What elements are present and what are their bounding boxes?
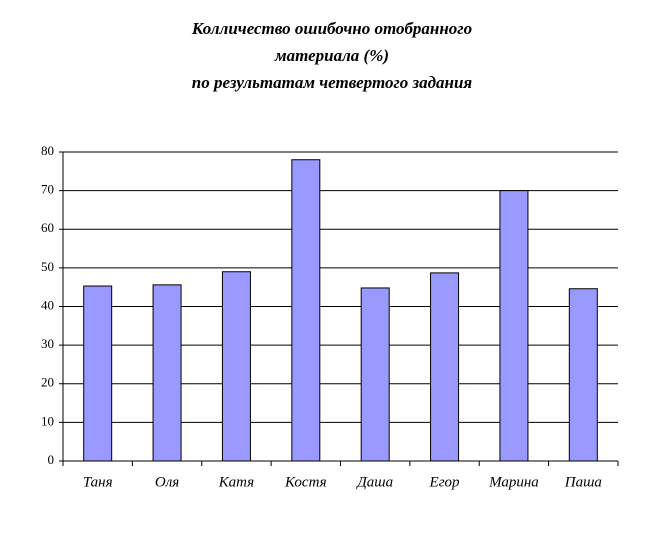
x-tick-label: Таня — [83, 474, 113, 490]
y-tick-label: 80 — [41, 143, 54, 158]
y-tick-label: 40 — [41, 297, 54, 312]
chart-title: Колличество ошибочно отобранного — [191, 19, 472, 38]
x-tick-label: Марина — [488, 474, 539, 490]
bar — [430, 272, 460, 462]
y-tick-label: 10 — [41, 413, 54, 428]
y-tick-label: 70 — [41, 182, 54, 197]
y-tick-label: 50 — [41, 259, 54, 274]
bar — [360, 287, 390, 462]
y-tick-label: 20 — [41, 375, 54, 390]
y-tick-label: 0 — [48, 452, 55, 467]
bar — [152, 284, 182, 462]
bar — [291, 159, 321, 462]
x-tick-label: Паша — [564, 474, 602, 490]
chart-title: по результатам четвертого задания — [192, 73, 473, 92]
x-tick-label: Катя — [218, 474, 254, 490]
y-tick-label: 30 — [41, 336, 54, 351]
bar — [568, 288, 598, 462]
x-tick-label: Костя — [284, 474, 327, 490]
x-tick-label: Оля — [155, 474, 179, 490]
bar — [221, 271, 251, 462]
x-tick-label: Егор — [429, 474, 461, 490]
y-tick-label: 60 — [41, 220, 54, 235]
x-tick-label: Даша — [355, 474, 393, 490]
chart-title: материала (%) — [274, 46, 389, 65]
bar — [83, 285, 113, 462]
bar — [499, 190, 529, 462]
